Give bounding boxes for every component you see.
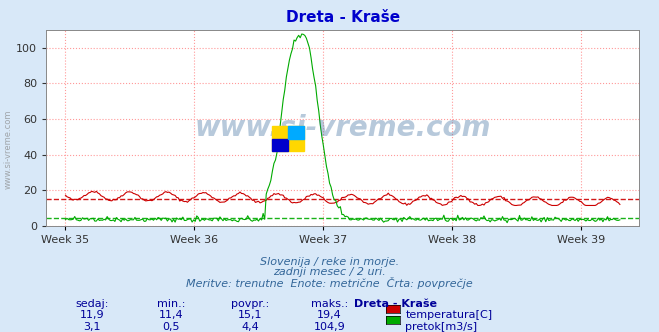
Title: Dreta - Kraše: Dreta - Kraše bbox=[285, 10, 400, 25]
Text: 3,1: 3,1 bbox=[84, 322, 101, 332]
Text: maks.:: maks.: bbox=[311, 299, 348, 309]
Text: www.si-vreme.com: www.si-vreme.com bbox=[3, 110, 13, 189]
Text: 19,4: 19,4 bbox=[317, 310, 342, 320]
Text: 15,1: 15,1 bbox=[238, 310, 263, 320]
Text: min.:: min.: bbox=[157, 299, 186, 309]
Text: Dreta - Kraše: Dreta - Kraše bbox=[354, 299, 437, 309]
Text: 11,4: 11,4 bbox=[159, 310, 184, 320]
Text: povpr.:: povpr.: bbox=[231, 299, 270, 309]
Text: Meritve: trenutne  Enote: metrične  Črta: povprečje: Meritve: trenutne Enote: metrične Črta: … bbox=[186, 277, 473, 289]
Bar bbox=[272, 126, 304, 151]
Text: zadnji mesec / 2 uri.: zadnji mesec / 2 uri. bbox=[273, 267, 386, 277]
Text: sedaj:: sedaj: bbox=[76, 299, 109, 309]
Text: temperatura[C]: temperatura[C] bbox=[405, 310, 492, 320]
Text: 104,9: 104,9 bbox=[314, 322, 345, 332]
Bar bbox=[272, 138, 288, 151]
Text: 11,9: 11,9 bbox=[80, 310, 105, 320]
Text: Slovenija / reke in morje.: Slovenija / reke in morje. bbox=[260, 257, 399, 267]
Text: pretok[m3/s]: pretok[m3/s] bbox=[405, 322, 477, 332]
Bar bbox=[288, 126, 304, 138]
Text: www.si-vreme.com: www.si-vreme.com bbox=[194, 114, 491, 142]
Text: 0,5: 0,5 bbox=[163, 322, 180, 332]
Text: 4,4: 4,4 bbox=[242, 322, 259, 332]
